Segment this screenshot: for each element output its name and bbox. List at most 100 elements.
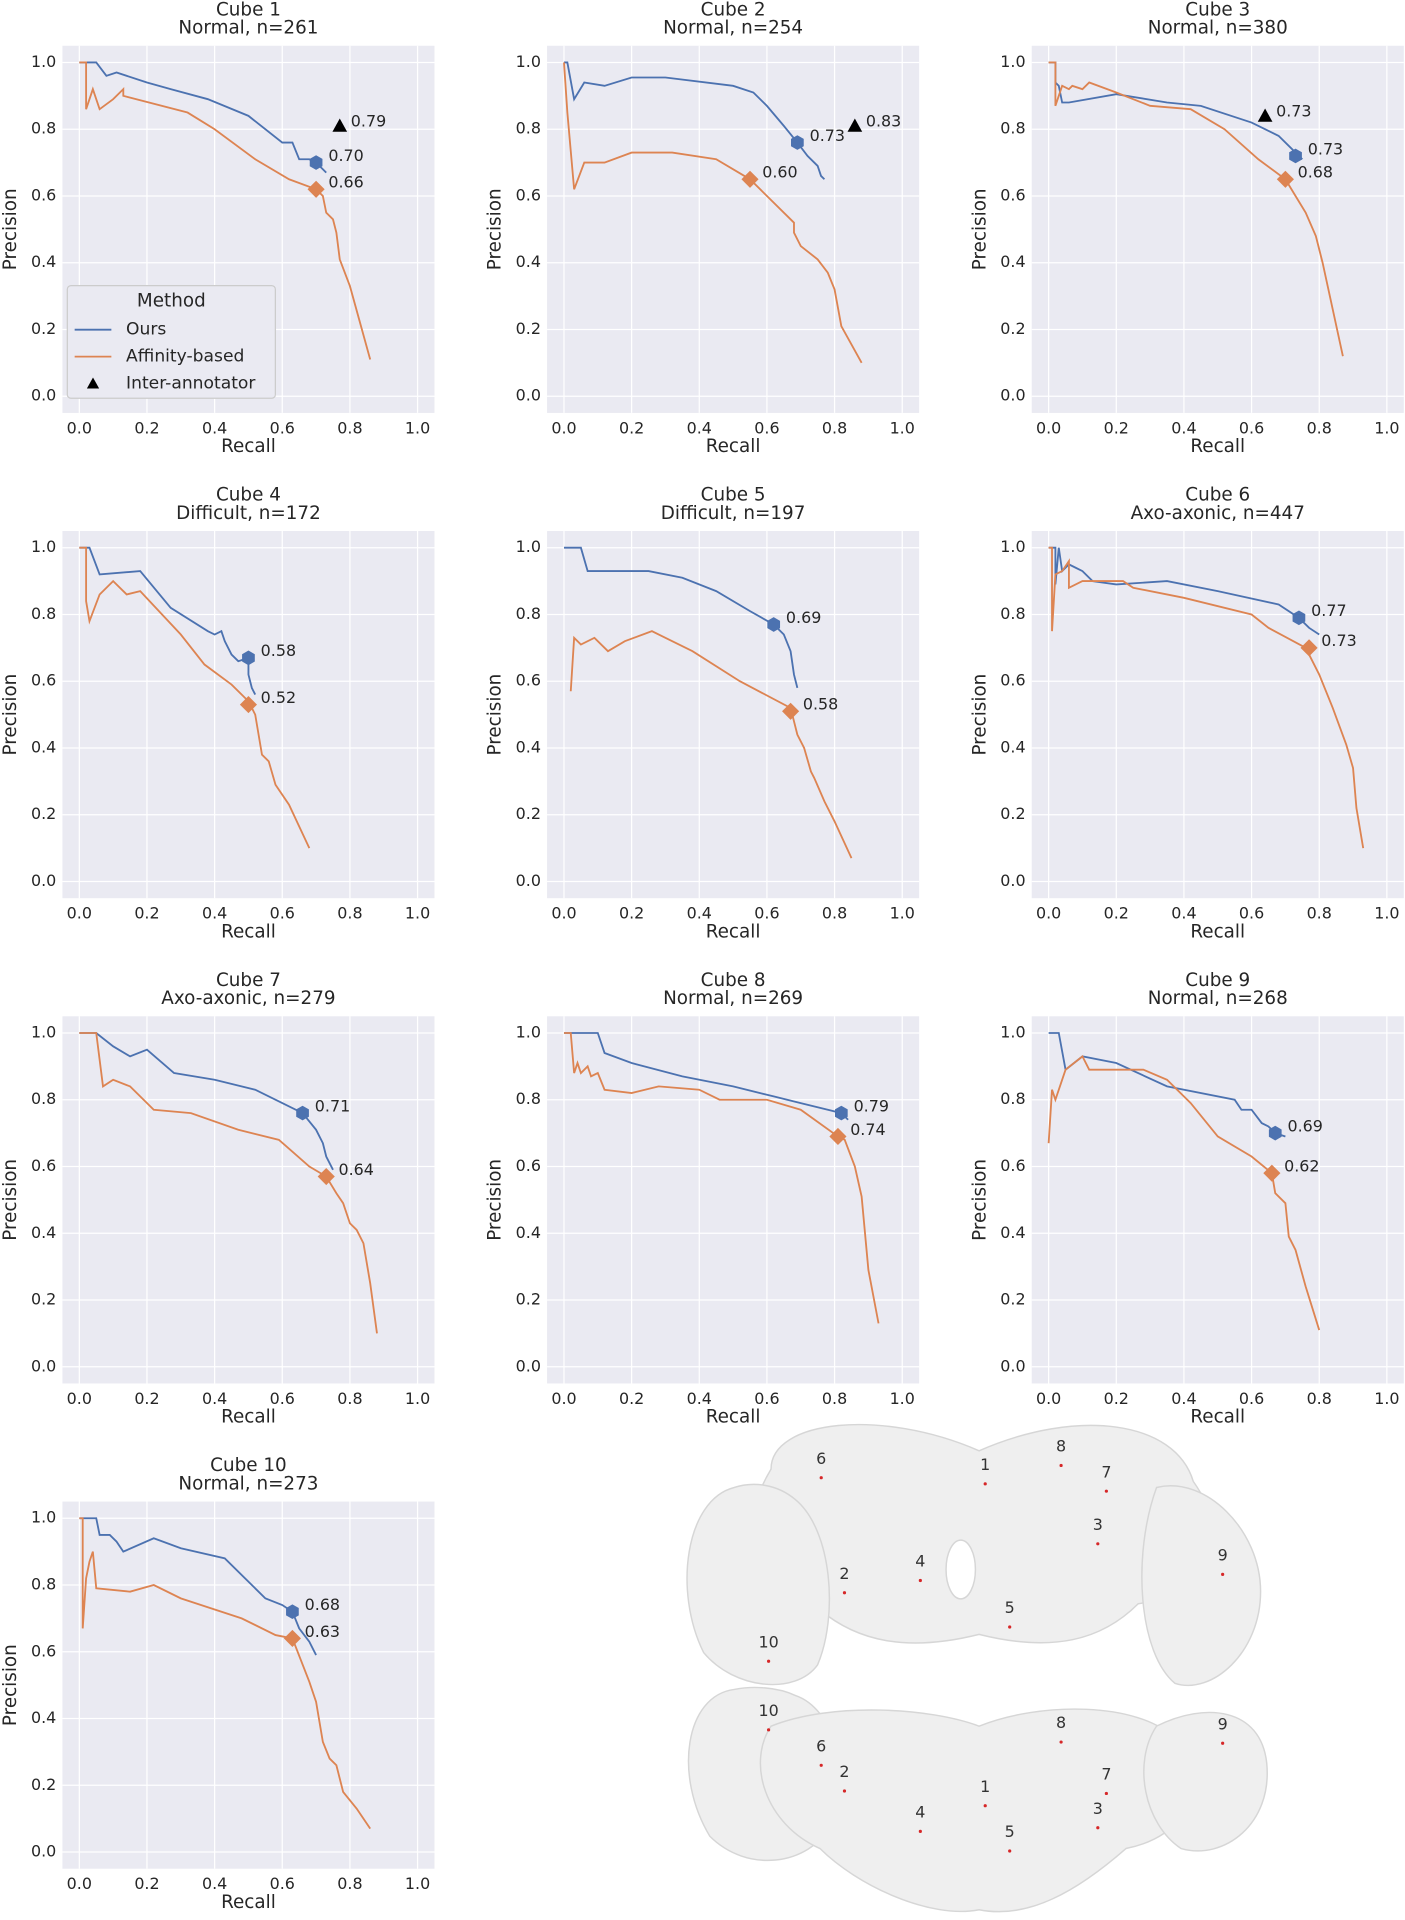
f1-label: 0.62	[1284, 1157, 1319, 1176]
best-point-marker	[309, 155, 323, 170]
f1-label: 0.74	[850, 1120, 885, 1139]
site-label: 1	[980, 1777, 990, 1796]
chart-panel: 0.0 0.2 0.4 0.6 0.8 1.0 0.0 0.2 0.4 0.6 0.8 1.0 Cube…	[485, 970, 920, 1428]
x-axis-label: Recall	[706, 921, 761, 942]
y-tick-label: 0.6	[31, 1641, 56, 1660]
x-tick-label: 0.6	[1239, 904, 1264, 923]
brain-top-left-lobe	[686, 1483, 831, 1686]
y-tick-label: 0.8	[1000, 604, 1025, 623]
y-tick-label: 0.2	[516, 1290, 541, 1309]
y-axis-label: Precision	[485, 188, 506, 270]
x-tick-label: 0.8	[337, 904, 362, 923]
f1-label: 0.71	[315, 1096, 350, 1115]
y-tick-label: 1.0	[31, 1022, 56, 1041]
best-point-marker	[834, 1105, 848, 1121]
f1-label: 0.58	[261, 641, 296, 660]
f1-label: 0.66	[328, 173, 363, 192]
best-point-marker	[767, 617, 781, 632]
x-tick-label: 0.4	[1171, 418, 1196, 437]
x-tick-label: 0.8	[1307, 904, 1332, 923]
plot-background	[547, 1016, 920, 1384]
y-tick-label: 1.0	[1000, 52, 1025, 71]
site-label: 4	[915, 1803, 925, 1822]
x-tick-label: 0.0	[1036, 904, 1061, 923]
y-tick-label: 0.6	[31, 185, 56, 204]
site-label: 8	[1056, 1437, 1066, 1456]
x-tick-label: 1.0	[890, 418, 915, 437]
x-tick-label: 0.6	[270, 1389, 295, 1408]
best-point-marker	[283, 1629, 301, 1647]
y-tick-label: 0.0	[516, 386, 541, 405]
x-tick-label: 0.0	[67, 1389, 92, 1408]
f1-label: 0.68	[305, 1595, 340, 1614]
f1-label: 0.79	[854, 1096, 889, 1115]
y-tick-label: 0.8	[31, 1089, 56, 1108]
site-label: 8	[1056, 1713, 1066, 1732]
x-axis-label: Recall	[221, 1407, 276, 1428]
y-axis-label: Precision	[969, 674, 990, 756]
site-dot	[1059, 1740, 1063, 1744]
y-axis-label: Precision	[485, 674, 506, 756]
chart-title: Cube 6	[1185, 485, 1250, 506]
pr-curve	[79, 61, 372, 360]
pr-curve	[79, 1032, 378, 1334]
y-tick-label: 0.0	[31, 871, 56, 890]
plot-background	[547, 531, 920, 899]
site-dot	[983, 1804, 987, 1808]
x-tick-label: 0.2	[1104, 1389, 1129, 1408]
pr-curve	[569, 630, 853, 859]
pr-curve	[1048, 546, 1365, 849]
y-tick-label: 1.0	[516, 537, 541, 556]
y-tick-label: 0.4	[1000, 737, 1025, 756]
y-axis-label: Precision	[0, 188, 21, 270]
y-tick-label: 1.0	[516, 52, 541, 71]
brain-bottom-center	[759, 1708, 1193, 1913]
f1-label: 0.60	[762, 163, 797, 182]
brain-bottom-right-lobe	[1143, 1711, 1268, 1852]
site-label: 1	[980, 1455, 990, 1474]
x-tick-label: 0.2	[1104, 904, 1129, 923]
inter-annotator-marker	[847, 118, 863, 132]
site-label: 10	[758, 1632, 778, 1651]
x-tick-label: 0.6	[754, 1389, 779, 1408]
best-point-marker	[296, 1105, 309, 1121]
best-point-marker	[790, 135, 804, 150]
inter-annotator-marker	[332, 118, 348, 132]
site-dot	[819, 1763, 823, 1767]
y-axis-label: Precision	[969, 188, 990, 270]
f1-label: 0.77	[1311, 601, 1346, 620]
x-tick-label: 0.6	[1239, 1389, 1264, 1408]
plot-background	[547, 45, 920, 413]
legend-label: Affinity-based	[126, 347, 244, 367]
x-tick-label: 0.4	[687, 418, 712, 437]
y-tick-label: 0.4	[1000, 252, 1025, 271]
legend-swatch	[86, 377, 100, 389]
y-tick-label: 0.4	[516, 1223, 541, 1242]
y-tick-label: 0.8	[1000, 119, 1025, 138]
y-tick-label: 0.6	[1000, 671, 1025, 690]
plot-background	[1031, 1016, 1404, 1384]
chart-subtitle: Normal, n=268	[1148, 988, 1288, 1009]
plot-background	[62, 1016, 435, 1384]
y-tick-label: 0.0	[516, 1356, 541, 1375]
y-tick-label: 0.2	[31, 1775, 56, 1794]
chart-subtitle: Axo-axonic, n=447	[1131, 503, 1305, 524]
legend-title: Method	[137, 291, 206, 312]
x-tick-label: 0.2	[619, 1389, 644, 1408]
x-axis-label: Recall	[221, 921, 276, 942]
inter-annotator-marker	[1257, 108, 1273, 122]
y-tick-label: 0.2	[31, 1290, 56, 1309]
x-tick-label: 1.0	[1374, 418, 1399, 437]
f1-label: 0.73	[1321, 631, 1356, 650]
chart-title: Cube 4	[216, 485, 281, 506]
site-dot	[1008, 1625, 1012, 1629]
chart-subtitle: Difficult, n=197	[661, 503, 806, 524]
x-tick-label: 1.0	[890, 904, 915, 923]
chart-subtitle: Normal, n=380	[1148, 18, 1288, 39]
y-tick-label: 0.4	[516, 252, 541, 271]
y-tick-label: 0.2	[31, 804, 56, 823]
x-axis-label: Recall	[706, 1407, 761, 1428]
y-tick-label: 0.2	[1000, 319, 1025, 338]
y-tick-label: 0.2	[516, 319, 541, 338]
